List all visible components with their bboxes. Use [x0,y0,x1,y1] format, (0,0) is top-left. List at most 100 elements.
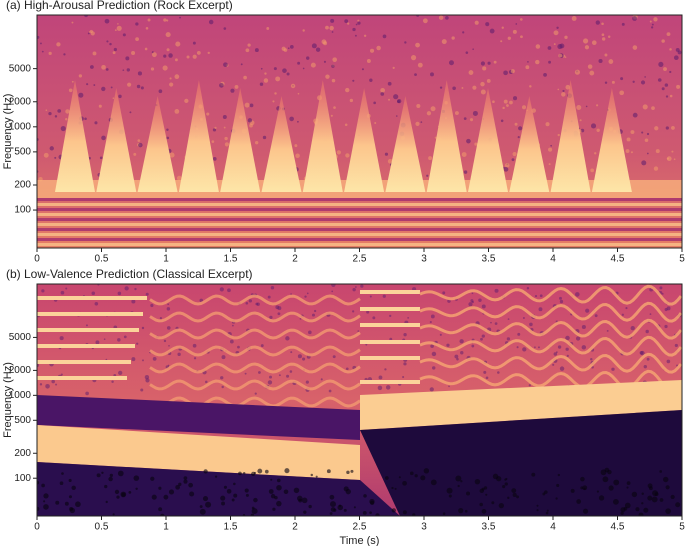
spectrogram-texture [112,97,115,99]
spectrogram-texture [223,485,227,489]
spectrogram-texture [664,324,668,329]
spectrogram-texture [559,296,562,300]
spectrogram-texture [646,132,650,136]
spectrogram-texture [140,86,144,90]
spectrogram-texture [643,364,647,369]
spectrogram-band [37,233,682,236]
spectrogram-texture [654,492,659,497]
spectrogram-texture [548,147,553,152]
spectrogram-texture [557,88,560,91]
spectrogram-texture [310,473,314,477]
spectrogram-texture [276,484,282,491]
spectrogram-texture [313,309,317,313]
spectrogram-texture [136,84,141,89]
spectrogram-texture [482,66,487,71]
spectrogram-texture [186,55,190,59]
spectrogram-texture [669,70,672,74]
spectrogram-texture [659,286,663,290]
spectrogram-texture [535,44,541,49]
spectrogram-texture [503,70,508,76]
spectrogram-texture [43,152,49,158]
spectrogram-texture [439,86,443,89]
spectrogram-band [37,238,682,241]
y-tick-label: 2000 [9,96,32,107]
spectrogram-texture [247,43,251,47]
spectrogram-texture [125,56,130,61]
spectrogram-texture [471,292,474,295]
x-tick-label: 0.5 [95,254,109,265]
spectrogram-texture [332,355,336,359]
spectrogram-texture [263,78,269,83]
spectrogram-dark [37,395,360,440]
spectrogram-texture [626,137,631,142]
spectrogram-texture [564,56,567,58]
spectrogram-texture [651,106,655,110]
spectrogram-texture [308,504,312,509]
spectrogram-texture [251,471,256,477]
spectrogram-texture [133,152,137,156]
spectrogram-texture [183,479,188,484]
spectrogram-texture [104,484,108,489]
spectrogram-texture [654,126,659,131]
spectrogram-texture [504,478,507,481]
spectrogram-texture [286,374,290,378]
spectrogram-texture [653,17,658,22]
spectrogram-texture [244,102,250,108]
spectrogram-texture [78,92,84,98]
spectrogram-texture [534,346,536,349]
spectrogram-texture [394,487,397,490]
spectrogram-band [37,198,682,201]
y-tick-label: 100 [14,205,31,216]
spectrogram-texture [598,495,605,501]
spectrogram-texture [219,287,224,292]
spectrogram-texture [223,126,226,129]
spectrogram-texture [167,364,170,367]
spectrogram-texture [500,119,504,123]
spectrogram-texture [220,495,226,501]
spectrogram-texture [529,85,532,88]
spectrogram-texture [276,478,281,483]
spectrogram-texture [352,287,356,292]
spectrogram-texture [534,294,538,298]
spectrogram-texture [673,55,679,61]
spectrogram-texture [151,494,157,500]
spectrogram-texture [459,339,464,344]
spectrogram-texture [117,23,119,25]
spectrogram-texture [666,32,671,37]
spectrogram-texture [420,121,423,123]
spectrogram-texture [344,19,349,24]
spectrogram-texture [159,316,162,320]
spectrogram-texture [552,363,555,366]
spectrogram-texture [289,116,294,122]
spectrogram-vibrato [149,379,361,391]
spectrogram-onset [509,96,550,192]
spectrogram-texture [604,53,608,57]
x-tick-label: 5 [679,522,685,533]
spectrogram-texture [504,482,508,486]
spectrogram-texture [150,303,154,308]
spectrogram-texture [526,287,530,290]
spectrogram-texture [87,32,90,35]
spectrogram-texture [331,78,336,83]
spectrogram-texture [641,160,647,166]
spectrogram-texture [37,35,40,39]
spectrogram-texture [649,486,653,491]
spectrogram-texture [428,156,433,161]
spectrogram-texture [192,343,197,348]
y-axis-label: Frequency (Hz) [2,94,14,170]
spectrogram-texture [268,489,274,494]
spectrogram-texture [166,128,169,131]
spectrogram-texture [531,472,536,477]
spectrogram-texture [151,52,157,58]
spectrogram-harmonic [360,340,420,344]
spectrogram-band [360,380,682,430]
spectrogram-texture [221,385,224,389]
spectrogram-texture [500,40,503,43]
spectrogram-texture [545,511,549,515]
spectrogram-texture [37,480,40,485]
spectrogram-texture [86,83,89,86]
spectrogram-harmonic [360,307,420,311]
spectrogram-texture [55,500,60,505]
spectrogram-texture [64,501,69,506]
spectrogram-texture [345,153,350,158]
